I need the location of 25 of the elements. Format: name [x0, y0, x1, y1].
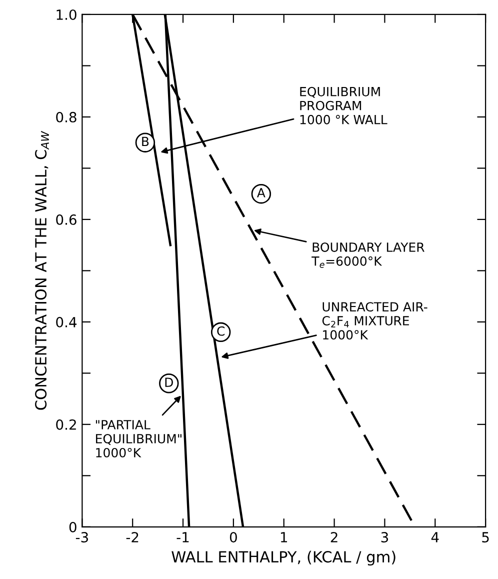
y-tick-label: 0.8: [56, 112, 76, 122]
x-tick-label: 3: [381, 532, 388, 542]
x-axis-title: WALL ENTHALPY, (KCAL / gm): [172, 550, 396, 566]
x-tick-label: 0: [230, 532, 237, 542]
x-tick-label: -3: [76, 532, 88, 542]
y-axis-title: CONCENTRATION AT THE WALL, C$_{AW}$: [35, 130, 49, 410]
annotation: D: [165, 378, 173, 387]
x-tick-label: 5: [482, 532, 489, 542]
y-tick-label: 0.4: [56, 316, 77, 328]
x-tick-label: 4: [431, 532, 439, 542]
y-tick-label: 1.0: [56, 9, 76, 20]
annotation: C: [217, 326, 225, 336]
y-tick-label: 0.2: [56, 419, 76, 430]
annotation: "PARTIAL EQUILIBRIUM" 1000°K: [96, 420, 182, 458]
y-tick-label: 0: [69, 522, 76, 532]
annotation: A: [256, 188, 266, 198]
x-tick-label: -2: [126, 532, 138, 542]
x-tick-label: 2: [330, 532, 338, 542]
annotation: EQUILIBRIUM PROGRAM 1000 °K WALL: [300, 86, 388, 124]
x-tick-label: 1: [280, 532, 287, 542]
annotation: UNREACTED AIR- C$_{2}$F$_{4}$ MIXTURE 1000°K: [322, 302, 428, 340]
x-tick-label: -1: [176, 532, 189, 542]
annotation: BOUNDARY LAYER T$_{e}$=6000°K: [312, 242, 424, 268]
annotation: B: [142, 136, 149, 146]
y-tick-label: 0.6: [56, 214, 76, 225]
